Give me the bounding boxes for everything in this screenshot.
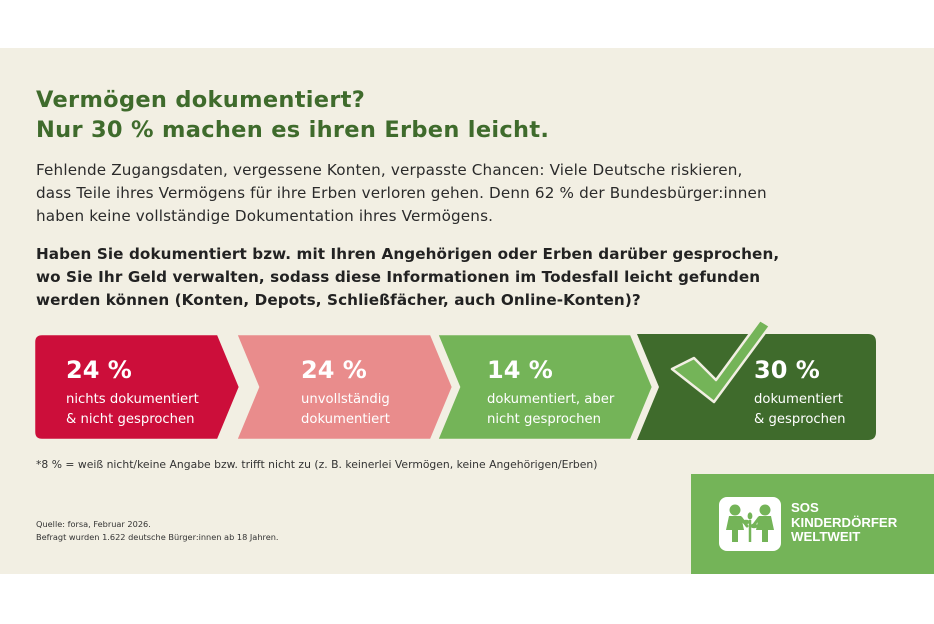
source-line-2: Befragt wurden 1.622 deutsche Bürger:inn… [36,532,279,542]
sos-children-logo-icon [719,497,781,551]
segment-value: 24 % [301,356,367,384]
segment-label: dokumentiert, aber [487,392,615,407]
headline: Vermögen dokumentiert? Nur 30 % machen e… [36,85,549,145]
segment-label: dokumentiert [301,412,390,427]
source-line-1: Quelle: forsa, Februar 2026. [36,519,151,529]
segment-label: dokumentiert [754,392,843,407]
question-line-2: wo Sie Ihr Geld verwalten, sodass diese … [36,268,761,286]
question-line-3: werden können (Konten, Depots, Schließfä… [36,291,641,309]
intro-paragraph: Fehlende Zugangsdaten, vergessene Konten… [36,159,767,228]
source-note: Quelle: forsa, Februar 2026. Befragt wur… [36,518,279,544]
segment-dokumentiert-aber-nicht-gesprochen [435,332,655,442]
logo-line-1: SOS [791,500,819,515]
segment-label: & gesprochen [754,412,845,427]
checkmark-icon [670,318,772,404]
segment-value: 14 % [487,356,553,384]
logo-wordmark: SOS KINDERDÖRFER WELTWEIT [791,500,898,545]
question-line-1: Haben Sie dokumentiert bzw. mit Ihren An… [36,245,780,263]
headline-line-2: Nur 30 % machen es ihren Erben leicht. [36,117,550,143]
segment-label: & nicht gesprochen [66,412,194,427]
segment-unvollst-ndig-dokumentiert [234,332,455,442]
headline-line-1: Vermögen dokumentiert? [36,87,366,113]
segment-label: nichts dokumentiert [66,392,199,407]
logo-line-3: WELTWEIT [791,529,861,544]
footnote: *8 % = weiß nicht/keine Angabe bzw. trif… [36,458,598,471]
logo-line-2: KINDERDÖRFER [791,514,898,530]
intro-line-2: dass Teile ihres Vermögens für ihre Erbe… [36,184,767,202]
segment-nichts-dokumentiert-nicht-gesprochen [32,332,242,442]
survey-question: Haben Sie dokumentiert bzw. mit Ihren An… [36,243,779,312]
intro-line-3: haben keine vollständige Dokumentation i… [36,207,494,225]
segment-label: unvollständig [301,392,390,407]
segment-value: 24 % [66,356,132,384]
segment-value: 30 % [754,356,820,384]
intro-line-1: Fehlende Zugangsdaten, vergessene Konten… [36,161,743,179]
segment-label: nicht gesprochen [487,412,601,427]
